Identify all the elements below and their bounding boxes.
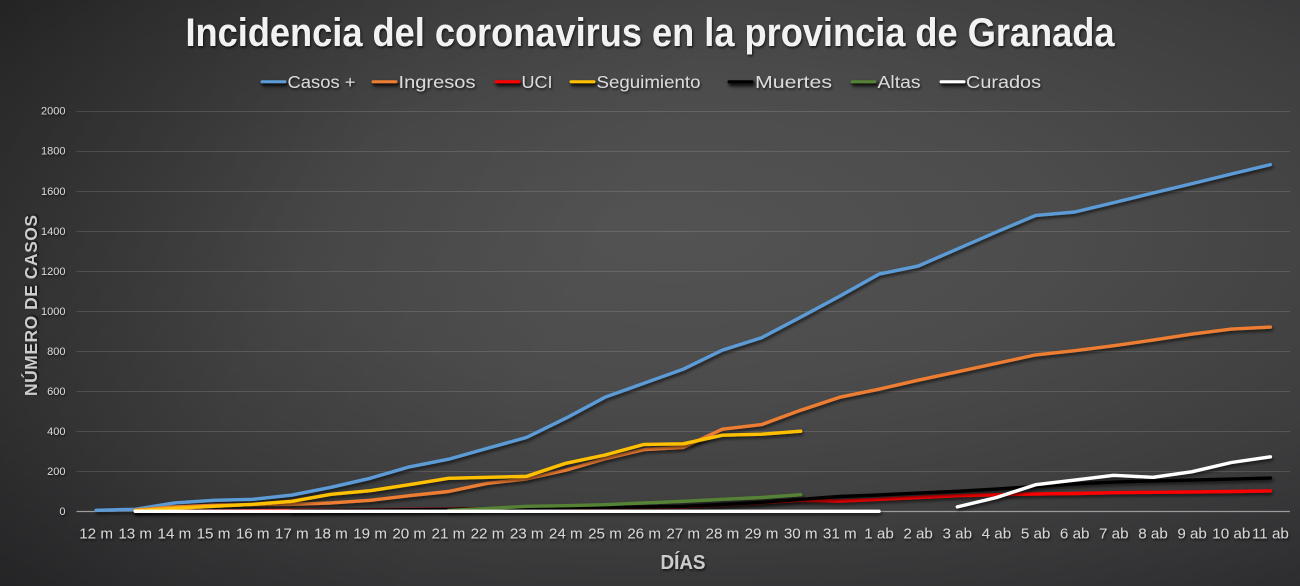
svg-text:9 ab: 9 ab bbox=[1177, 526, 1207, 543]
svg-text:2000: 2000 bbox=[41, 106, 65, 118]
svg-text:1000: 1000 bbox=[41, 306, 65, 318]
svg-text:17 m: 17 m bbox=[275, 526, 309, 543]
svg-text:1800: 1800 bbox=[41, 146, 65, 158]
svg-text:DÍAS: DÍAS bbox=[661, 551, 706, 574]
svg-text:Seguimiento: Seguimiento bbox=[597, 72, 701, 92]
svg-text:20 m: 20 m bbox=[392, 526, 426, 543]
svg-text:10 ab: 10 ab bbox=[1212, 526, 1250, 543]
svg-text:23 m: 23 m bbox=[510, 526, 544, 543]
svg-text:24 m: 24 m bbox=[549, 526, 583, 543]
svg-text:12 m: 12 m bbox=[79, 526, 113, 543]
svg-text:4 ab: 4 ab bbox=[982, 526, 1012, 543]
svg-text:Incidencia del coronavirus en: Incidencia del coronavirus en la provinc… bbox=[186, 11, 1116, 55]
svg-text:28 m: 28 m bbox=[706, 526, 740, 543]
svg-text:26 m: 26 m bbox=[627, 526, 661, 543]
svg-text:14 m: 14 m bbox=[158, 526, 192, 543]
svg-text:5 ab: 5 ab bbox=[1021, 526, 1051, 543]
svg-text:1600: 1600 bbox=[41, 186, 65, 198]
svg-text:21 m: 21 m bbox=[432, 526, 466, 543]
svg-text:13 m: 13 m bbox=[118, 526, 152, 543]
svg-text:800: 800 bbox=[47, 346, 65, 358]
svg-text:25 m: 25 m bbox=[588, 526, 622, 543]
svg-text:19 m: 19 m bbox=[353, 526, 387, 543]
svg-text:18 m: 18 m bbox=[314, 526, 348, 543]
svg-text:0: 0 bbox=[59, 506, 65, 518]
svg-text:200: 200 bbox=[47, 466, 65, 478]
svg-text:22 m: 22 m bbox=[471, 526, 505, 543]
svg-text:3 ab: 3 ab bbox=[943, 526, 973, 543]
svg-text:Ingresos: Ingresos bbox=[399, 72, 476, 92]
svg-text:1400: 1400 bbox=[41, 226, 65, 238]
svg-text:15 m: 15 m bbox=[197, 526, 231, 543]
svg-text:UCI: UCI bbox=[522, 72, 553, 92]
svg-text:6 ab: 6 ab bbox=[1060, 526, 1090, 543]
svg-text:11 ab: 11 ab bbox=[1252, 526, 1289, 543]
svg-text:400: 400 bbox=[47, 426, 65, 438]
svg-text:30 m: 30 m bbox=[784, 526, 818, 543]
svg-text:29 m: 29 m bbox=[745, 526, 779, 543]
svg-text:600: 600 bbox=[47, 386, 65, 398]
svg-text:Curados: Curados bbox=[966, 72, 1041, 92]
svg-text:16 m: 16 m bbox=[236, 526, 270, 543]
svg-text:Muertes: Muertes bbox=[755, 72, 832, 92]
svg-text:1200: 1200 bbox=[41, 266, 65, 278]
svg-text:8 ab: 8 ab bbox=[1138, 526, 1168, 543]
svg-text:Altas: Altas bbox=[878, 72, 921, 92]
svg-text:1 ab: 1 ab bbox=[864, 526, 894, 543]
svg-text:Casos +: Casos + bbox=[288, 72, 356, 92]
svg-text:31 m: 31 m bbox=[823, 526, 857, 543]
svg-text:27 m: 27 m bbox=[666, 526, 700, 543]
svg-text:2 ab: 2 ab bbox=[903, 526, 933, 543]
svg-text:7 ab: 7 ab bbox=[1099, 526, 1129, 543]
